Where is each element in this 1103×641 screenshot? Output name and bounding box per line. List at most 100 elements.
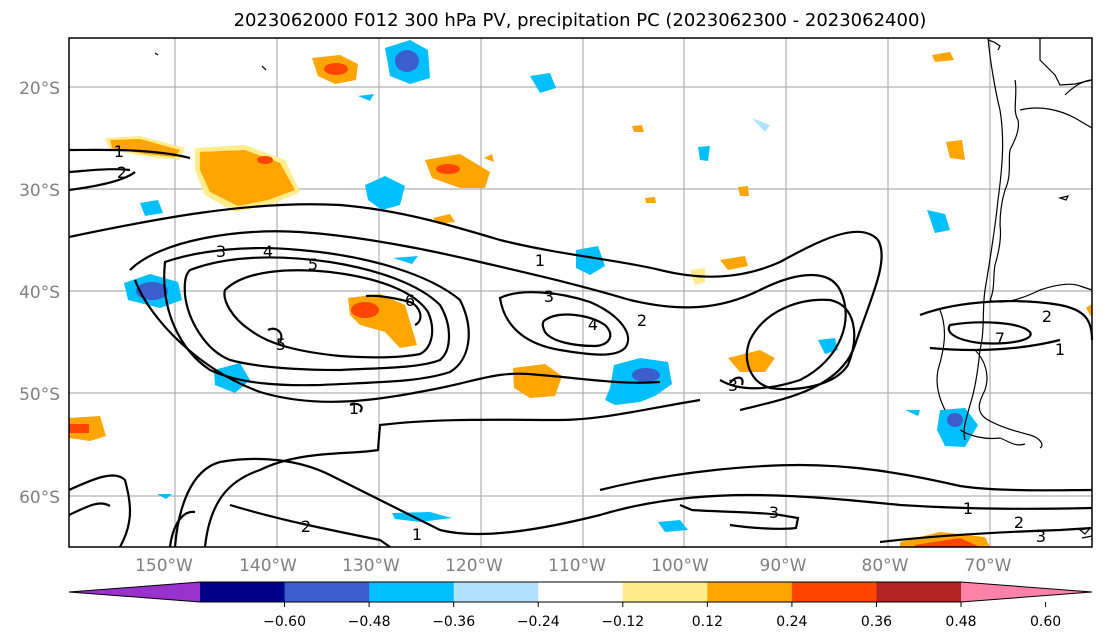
colorbar-segment xyxy=(876,582,962,602)
contour-label: 7 xyxy=(995,329,1005,348)
contour-label: 5 xyxy=(308,255,318,274)
negative-anomaly-patch xyxy=(927,210,950,233)
lon-label: 80°W xyxy=(862,556,909,576)
colorbar-tick-label: −0.12 xyxy=(601,614,644,630)
contour-label: 1 xyxy=(412,525,422,544)
lon-label: 130°W xyxy=(342,556,400,576)
negative-anomaly-patch xyxy=(658,520,688,532)
lat-label: 60°S xyxy=(19,488,60,508)
contour-label: 2 xyxy=(637,311,647,330)
colorbar-outline xyxy=(68,581,1093,603)
map-area: 1 2 3 4 5 6 5 1 1 3 4 2 3 7 1 2 1 2 3 3 … xyxy=(68,37,1094,548)
contour-labels: 1 2 3 4 5 6 5 1 1 3 4 2 3 7 1 2 1 2 3 3 … xyxy=(114,142,1065,546)
positive-anomaly-patch xyxy=(348,294,417,348)
contour-label: 2 xyxy=(1042,307,1052,326)
contour-label: 4 xyxy=(588,315,598,334)
negative-anomaly-patch xyxy=(576,246,605,275)
negative-anomaly-patch xyxy=(393,256,418,264)
contour-label: 2 xyxy=(301,517,311,536)
colorbar-segment xyxy=(453,582,539,602)
lat-label: 20°S xyxy=(19,79,60,99)
colorbar-segment xyxy=(791,582,877,602)
positive-anomaly-patch xyxy=(900,532,990,547)
positive-anomaly-patch xyxy=(1086,304,1092,318)
positive-anomaly-patch xyxy=(645,197,656,203)
positive-anomaly-patch xyxy=(720,256,748,270)
lon-label: 70°W xyxy=(965,556,1012,576)
positive-anomaly-patch xyxy=(195,145,300,212)
precipitation-shading xyxy=(69,40,1092,547)
pv-contours xyxy=(68,148,1094,548)
coastline xyxy=(154,37,1093,539)
contour-label: 3 xyxy=(216,242,226,261)
colorbar-segment xyxy=(369,582,455,602)
contour-label: 3 xyxy=(769,503,779,522)
colorbar-extend-low xyxy=(69,582,200,602)
colorbar-segment xyxy=(538,582,624,602)
positive-anomaly-patch xyxy=(425,154,490,188)
negative-anomaly-patch xyxy=(124,274,182,308)
lat-label: 30°S xyxy=(19,181,60,201)
negative-anomaly-patch xyxy=(937,408,978,447)
negative-anomaly-patch xyxy=(698,146,710,161)
positive-anomaly-patch xyxy=(484,154,494,162)
colorbar-tick-label: −0.24 xyxy=(517,614,560,630)
contour-label: 2 xyxy=(1014,513,1024,532)
latitude-labels: 20°S 30°S 40°S 50°S 60°S xyxy=(19,79,60,508)
map-background xyxy=(69,38,1092,547)
negative-anomaly-patch xyxy=(358,94,374,101)
contour-label: 2 xyxy=(117,163,127,182)
colorbar-segment xyxy=(622,582,708,602)
contour-label: 3 xyxy=(728,376,738,395)
colorbar-extend-high xyxy=(961,582,1092,602)
negative-anomaly-patch xyxy=(157,494,172,499)
figure-title: 2023062000 F012 300 hPa PV, precipitatio… xyxy=(234,10,927,31)
contour-label: 1 xyxy=(114,142,124,161)
lon-label: 110°W xyxy=(548,556,606,576)
negative-anomaly-patch xyxy=(818,338,838,354)
contour-label: 1 xyxy=(535,251,545,270)
contour-label: 5 xyxy=(276,335,286,354)
negative-anomaly-patch xyxy=(365,176,405,210)
negative-anomaly-patch xyxy=(530,73,556,93)
lon-label: 90°W xyxy=(760,556,807,576)
positive-anomaly-patch xyxy=(728,350,775,372)
colorbar-tick-label: 0.48 xyxy=(945,614,976,630)
lon-label: 140°W xyxy=(239,556,297,576)
colorbar-tick-label: −0.36 xyxy=(432,614,475,630)
contour-label: 1 xyxy=(963,499,973,518)
negative-anomaly-patch xyxy=(385,40,430,84)
lat-label: 50°S xyxy=(19,385,60,405)
contour-label: 4 xyxy=(263,242,273,261)
positive-anomaly-patch xyxy=(632,125,644,132)
longitude-labels: 150°W 140°W 130°W 120°W 110°W 100°W 90°W… xyxy=(135,556,1012,576)
colorbar-tick-label: 0.36 xyxy=(861,614,892,630)
positive-anomaly-patch xyxy=(932,52,954,62)
negative-anomaly-patch xyxy=(605,358,672,405)
contour-label: 3 xyxy=(1036,527,1046,546)
lon-label: 100°W xyxy=(651,556,709,576)
contour-label: 3 xyxy=(544,287,554,306)
colorbar-tick-label: −0.48 xyxy=(348,614,391,630)
colorbar-tick-label: 0.24 xyxy=(776,614,807,630)
positive-anomaly-patch xyxy=(312,55,358,84)
colorbar-segment xyxy=(200,582,286,602)
negative-anomaly-patch xyxy=(905,410,920,416)
map-frame xyxy=(68,37,1093,548)
colorbar-segment xyxy=(707,582,793,602)
colorbar-tick-label: −0.60 xyxy=(263,614,306,630)
positive-anomaly-patch xyxy=(946,140,965,160)
contour-label: 1 xyxy=(349,399,359,418)
lon-label: 150°W xyxy=(135,556,193,576)
colorbar-tick-label: 0.60 xyxy=(1030,614,1061,630)
lon-label: 120°W xyxy=(445,556,503,576)
colorbar-tick-label: 0.12 xyxy=(692,614,723,630)
positive-anomaly-patch xyxy=(69,416,106,441)
contour-label: 6 xyxy=(405,291,415,310)
colorbar: −0.60 −0.48 −0.36 −0.24 −0.12 0.12 0.24 0.36 0.4… xyxy=(68,581,1093,630)
positive-anomaly-patch xyxy=(513,364,562,398)
negative-anomaly-patch xyxy=(140,200,163,216)
graticule xyxy=(69,38,1092,547)
negative-anomaly-patch xyxy=(752,118,770,132)
